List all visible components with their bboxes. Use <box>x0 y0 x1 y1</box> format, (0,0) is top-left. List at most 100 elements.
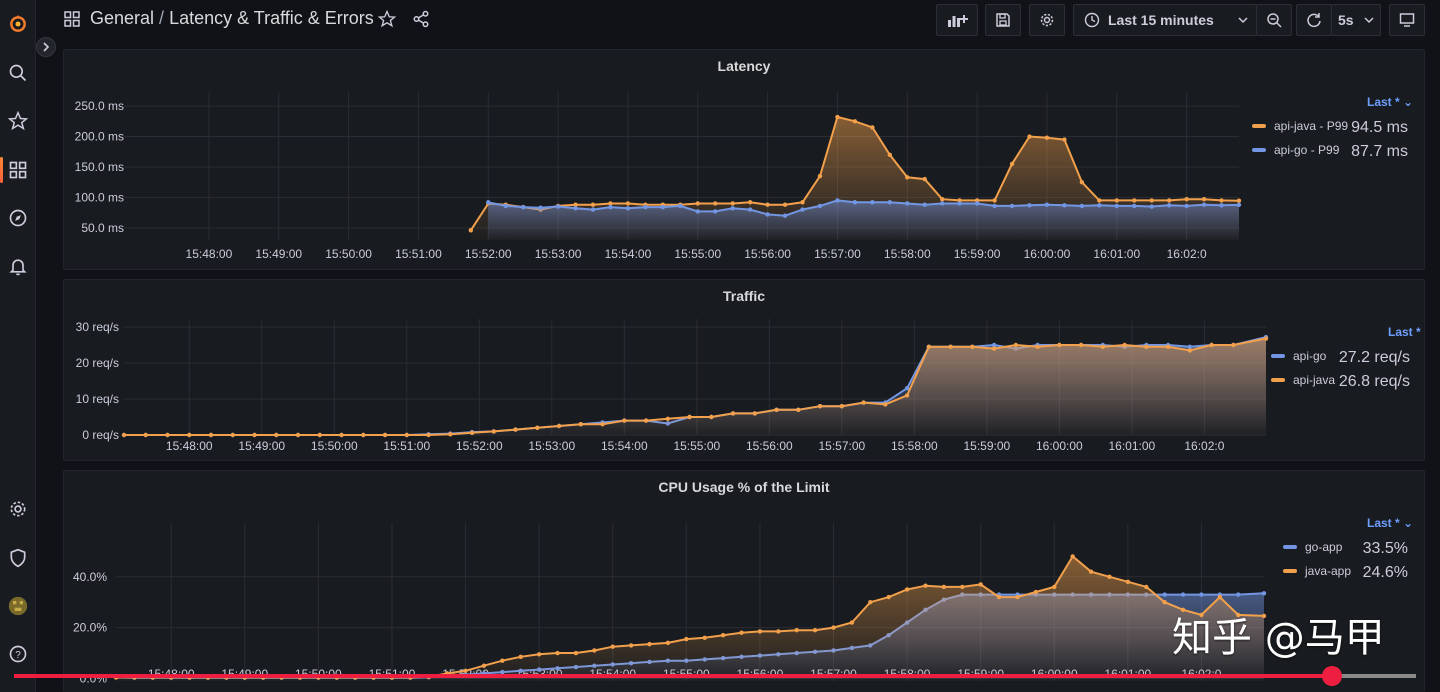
data-point <box>905 201 910 206</box>
data-point <box>1057 342 1062 348</box>
cpu-usage-chart[interactable]: 15:48:0015:49:0015:50:0015:51:0015:52:00… <box>64 471 1426 692</box>
breadcrumb-folder[interactable]: General <box>90 8 155 28</box>
legend-sort-header[interactable]: Last * ⌄ <box>1367 95 1414 109</box>
data-point <box>948 344 953 349</box>
dashboards-icon[interactable] <box>6 158 30 182</box>
data-point <box>687 414 692 420</box>
video-progress-fill <box>14 674 1332 678</box>
legend-label: api-java <box>1293 373 1336 387</box>
user-avatar[interactable] <box>6 594 30 618</box>
data-point <box>165 432 170 438</box>
legend-item-api-go[interactable]: api-go <box>1271 349 1326 363</box>
video-progress-handle[interactable] <box>1321 666 1342 686</box>
series-line[interactable] <box>488 199 1240 217</box>
data-point <box>1180 607 1186 613</box>
data-point <box>1062 137 1067 142</box>
data-point <box>870 200 875 205</box>
watermark: 知乎 @马甲 <box>1172 615 1385 661</box>
grafana-logo-icon[interactable] <box>6 12 30 36</box>
latency-chart[interactable]: 15:48:00 15:49:00 15:50:00 15:51:00 15:52:00… <box>64 50 1426 271</box>
data-point <box>886 594 891 600</box>
data-point <box>774 407 779 412</box>
data-point <box>1199 592 1204 597</box>
help-icon[interactable]: ? <box>6 642 30 666</box>
cpu-usage-panel[interactable]: CPU Usage % of the Limit 15:48:0015:49:0… <box>63 470 1425 692</box>
data-point <box>628 643 634 648</box>
data-point <box>622 418 627 423</box>
data-point <box>404 432 409 438</box>
traffic-chart[interactable]: 15:48:00 15:49:00 15:50:00 15:51:00 15:52:00… <box>64 280 1426 462</box>
traffic-panel[interactable]: Traffic 15:48:00 15:49:00 15:50:00 15:51:00… <box>63 279 1425 461</box>
tv-mode-button[interactable] <box>1389 4 1425 36</box>
legend-item-api-java[interactable]: api-java <box>1271 373 1335 387</box>
x-tick-label: 15:59:00 <box>954 247 1001 261</box>
legend-value: 87.7 ms <box>1351 143 1408 160</box>
data-point <box>625 206 631 211</box>
data-point <box>978 582 983 587</box>
data-point <box>730 201 735 206</box>
data-point <box>904 393 910 398</box>
data-point <box>481 663 487 668</box>
x-tick-label: 15:50:00 <box>325 247 372 261</box>
dashboard-title[interactable]: Latency & Traffic & Errors <box>169 8 374 28</box>
data-point <box>1035 344 1040 349</box>
panel-title[interactable]: CPU Usage % of the Limit <box>658 479 830 495</box>
x-tick-label: 15:52:00 <box>465 247 512 261</box>
data-point <box>538 205 543 210</box>
data-point <box>752 411 758 416</box>
sidebar-expand-button[interactable] <box>36 37 56 57</box>
latency-panel[interactable]: Latency 15:48:00 15:49:00 15:50:00 15:51:00… <box>63 49 1425 270</box>
time-range-picker[interactable]: Last 15 minutes <box>1073 4 1257 36</box>
y-tick-label: 100.0 ms <box>75 190 124 204</box>
legend-item-go-app[interactable]: go-app <box>1283 540 1342 554</box>
legend-item-api-go[interactable]: api-go - P99 <box>1252 143 1339 157</box>
legend-label: api-go <box>1293 349 1327 363</box>
mark-favorite-star-icon[interactable] <box>378 10 396 28</box>
data-point <box>1236 592 1241 597</box>
x-tick-label: 16:01:00 <box>1109 439 1156 453</box>
time-range-label: Last 15 minutes <box>1108 12 1214 28</box>
share-icon[interactable] <box>412 10 430 28</box>
chevron-down-icon <box>1238 17 1248 24</box>
data-point <box>426 432 431 438</box>
data-point <box>573 202 578 207</box>
legend-item-java-app[interactable]: java-app <box>1283 564 1351 578</box>
server-admin-shield-icon[interactable] <box>6 546 30 570</box>
data-point <box>1149 198 1154 203</box>
data-point <box>991 346 997 351</box>
panel-title[interactable]: Traffic <box>722 288 765 304</box>
panel-title[interactable]: Latency <box>717 58 771 74</box>
x-tick-label: 16:00:00 <box>1036 439 1083 453</box>
add-panel-button[interactable] <box>936 4 978 36</box>
x-tick-label: 15:52:00 <box>456 439 503 453</box>
y-tick-label: 150.0 ms <box>75 160 124 174</box>
legend-label: java-app <box>1305 564 1352 578</box>
dashboard-settings-button[interactable] <box>1029 4 1065 36</box>
data-point <box>678 203 683 209</box>
legend-item-api-java[interactable]: api-java - P99 <box>1252 119 1348 133</box>
legend-label: api-go - P99 <box>1274 143 1340 157</box>
data-point <box>339 432 344 438</box>
data-point <box>835 198 840 203</box>
save-dashboard-button[interactable] <box>985 4 1021 36</box>
data-point <box>852 200 858 205</box>
explore-compass-icon[interactable] <box>6 206 30 230</box>
search-icon[interactable] <box>6 61 30 85</box>
data-point <box>868 599 873 605</box>
x-tick-label: 15:55:00 <box>673 439 720 453</box>
data-point <box>702 635 707 640</box>
data-point <box>720 633 726 638</box>
alerting-bell-icon[interactable] <box>6 254 30 278</box>
refresh-button[interactable] <box>1296 4 1332 36</box>
data-point <box>1027 134 1032 139</box>
star-icon[interactable] <box>6 109 30 133</box>
legend-sort-header[interactable]: Last * <box>1388 325 1421 339</box>
data-point <box>970 344 975 349</box>
zoom-out-button[interactable] <box>1256 4 1292 36</box>
data-point <box>1079 203 1085 209</box>
refresh-interval-picker[interactable]: 5s <box>1331 4 1381 36</box>
legend-sort-header[interactable]: Last * ⌄ <box>1367 516 1414 530</box>
data-point <box>960 584 965 590</box>
configuration-gear-icon[interactable] <box>6 497 30 521</box>
legend-value: 26.8 req/s <box>1338 373 1410 390</box>
